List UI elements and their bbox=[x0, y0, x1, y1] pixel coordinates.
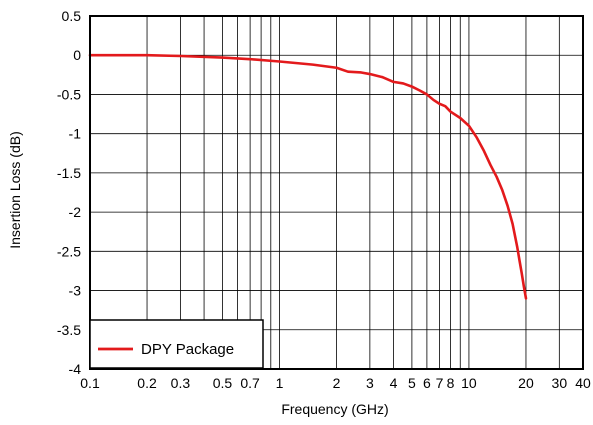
y-tick-label: -4 bbox=[69, 361, 82, 377]
x-tick-label: 1 bbox=[276, 375, 284, 391]
x-tick-label: 40 bbox=[575, 375, 591, 391]
x-tick-label: 5 bbox=[408, 375, 416, 391]
x-tick-label: 7 bbox=[436, 375, 444, 391]
legend-box bbox=[89, 319, 264, 369]
legend-label: DPY Package bbox=[141, 341, 234, 358]
plot-frame bbox=[89, 15, 584, 370]
tick-label-layer: 0.5 0 -0.5 -1 -1.5 -2 -2.5 -3 -3.5 -40.1 0.2 0.3 0.5… bbox=[57, 8, 591, 391]
x-tick-label: 6 bbox=[423, 375, 431, 391]
y-tick-label: 0 bbox=[73, 47, 81, 63]
x-tick-label: 3 bbox=[366, 375, 374, 391]
x-tick-label: 0.1 bbox=[80, 375, 100, 391]
x-tick-label: 10 bbox=[461, 375, 477, 391]
y-tick-label: -2.5 bbox=[57, 243, 81, 259]
series-layer bbox=[88, 53, 528, 300]
x-axis-label: Frequency (GHz) bbox=[281, 401, 388, 417]
y-tick-label: -2 bbox=[69, 204, 82, 220]
grid-layer bbox=[90, 16, 583, 369]
x-tick-label: 8 bbox=[447, 375, 455, 391]
x-tick-label: 0.7 bbox=[240, 375, 260, 391]
x-tick-label: 4 bbox=[390, 375, 398, 391]
legend: DPY Package bbox=[89, 319, 264, 369]
y-tick-label: -3.5 bbox=[57, 322, 81, 338]
frame-layer bbox=[89, 15, 584, 370]
y-tick-label: -1 bbox=[69, 126, 82, 142]
x-tick-label: 30 bbox=[552, 375, 568, 391]
y-tick-label: -3 bbox=[69, 283, 82, 299]
series-line bbox=[88, 53, 528, 300]
x-tick-label: 2 bbox=[333, 375, 341, 391]
y-axis-label: Insertion Loss (dB) bbox=[7, 131, 23, 249]
x-tick-label: 0.3 bbox=[171, 375, 191, 391]
x-tick-label: 0.2 bbox=[137, 375, 157, 391]
y-tick-label: -1.5 bbox=[57, 165, 81, 181]
y-tick-label: -0.5 bbox=[57, 86, 81, 102]
y-tick-label: 0.5 bbox=[62, 8, 82, 24]
x-tick-label: 20 bbox=[518, 375, 534, 391]
x-tick-label: 0.5 bbox=[213, 375, 233, 391]
